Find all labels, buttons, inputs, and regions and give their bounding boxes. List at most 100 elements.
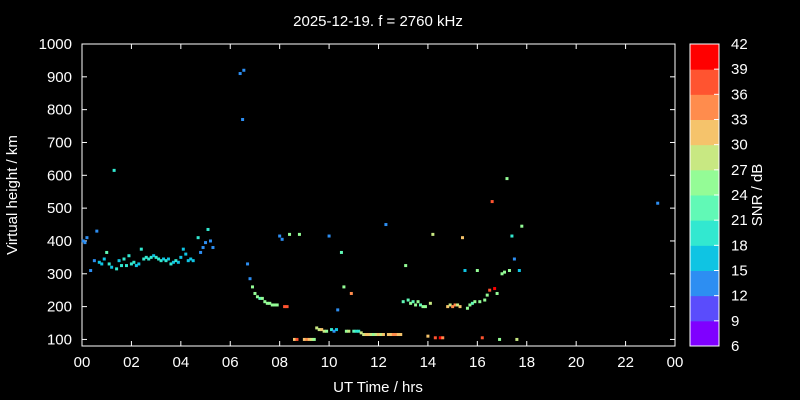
colorbar-tick-label: 30 xyxy=(731,137,748,154)
data-point xyxy=(253,291,257,295)
data-point xyxy=(372,333,376,337)
data-point xyxy=(157,257,161,261)
x-axis-label: UT Time / hrs xyxy=(333,379,423,396)
data-point xyxy=(166,257,170,261)
data-point xyxy=(512,257,516,261)
data-point xyxy=(149,255,153,259)
data-point xyxy=(268,301,272,305)
data-point xyxy=(144,255,148,259)
data-point xyxy=(278,234,282,238)
data-point xyxy=(310,337,314,341)
data-point xyxy=(431,232,435,236)
data-point xyxy=(265,301,269,305)
data-point xyxy=(152,254,156,258)
data-point xyxy=(357,329,361,333)
data-point xyxy=(500,272,504,276)
data-point xyxy=(241,118,245,121)
data-point xyxy=(520,224,524,228)
data-point xyxy=(107,262,111,266)
data-point xyxy=(115,267,119,271)
data-point xyxy=(461,236,465,240)
y-tick-label: 100 xyxy=(47,331,72,348)
data-point xyxy=(242,68,246,72)
x-tick-label: 02 xyxy=(123,354,140,371)
data-point xyxy=(124,264,128,268)
data-point xyxy=(302,337,306,341)
data-point xyxy=(85,236,89,240)
data-point xyxy=(322,329,326,333)
data-point xyxy=(381,333,385,337)
data-point xyxy=(510,234,514,238)
colorbar-tick-label: 9 xyxy=(731,313,739,330)
colorbar-tick-label: 6 xyxy=(731,338,739,355)
data-point xyxy=(352,329,356,333)
data-point xyxy=(122,257,126,261)
data-point xyxy=(315,326,319,330)
data-point xyxy=(362,333,366,337)
data-point xyxy=(330,328,334,332)
data-point xyxy=(391,333,395,337)
data-point xyxy=(369,333,373,337)
x-tick-label: 12 xyxy=(370,354,387,371)
data-point xyxy=(458,305,462,309)
chart-title: 2025-12-19. f = 2760 kHz xyxy=(293,13,463,30)
data-point xyxy=(100,262,104,266)
data-point xyxy=(142,257,146,261)
data-point xyxy=(258,296,262,300)
colorbar-tick-label: 27 xyxy=(731,162,748,179)
y-tick-label: 400 xyxy=(47,233,72,250)
data-point xyxy=(327,234,331,238)
data-point xyxy=(199,250,203,254)
data-point xyxy=(260,296,264,300)
colorbar-segment xyxy=(690,195,719,221)
data-point xyxy=(347,329,351,333)
colorbar-segment xyxy=(690,44,719,70)
data-point xyxy=(263,300,267,304)
colorbar-tick-label: 24 xyxy=(731,187,748,204)
data-point xyxy=(81,239,85,243)
colorbar-segment xyxy=(690,295,719,322)
data-point xyxy=(426,334,430,338)
y-tick-label: 800 xyxy=(47,102,72,119)
data-point xyxy=(364,333,368,337)
x-tick-label: 08 xyxy=(271,354,288,371)
data-point xyxy=(399,333,403,337)
data-point xyxy=(493,287,497,291)
data-point xyxy=(438,336,442,340)
x-tick-label: 14 xyxy=(420,354,437,371)
data-point xyxy=(147,257,151,261)
data-point xyxy=(238,72,242,76)
y-axis: 100 200 300 400 500 600 700 800 900 1000 xyxy=(39,36,675,348)
data-point xyxy=(490,200,494,204)
data-point xyxy=(317,328,321,332)
data-point xyxy=(517,269,521,272)
data-point xyxy=(83,241,87,245)
colorbar-segment xyxy=(690,144,719,171)
x-tick-label: 20 xyxy=(568,354,585,371)
y-tick-label: 1000 xyxy=(39,36,72,53)
data-point xyxy=(374,333,378,337)
data-point xyxy=(250,285,254,289)
colorbar-segment xyxy=(690,320,719,347)
data-point xyxy=(359,331,363,335)
data-point xyxy=(342,285,346,289)
colorbar-tick-label: 21 xyxy=(731,212,748,229)
data-point xyxy=(288,232,292,236)
data-point xyxy=(189,257,193,261)
data-point xyxy=(295,337,299,341)
data-point xyxy=(129,262,133,266)
data-point xyxy=(495,291,499,295)
data-point xyxy=(428,301,432,305)
data-point xyxy=(349,291,353,295)
data-point xyxy=(332,329,336,333)
data-point xyxy=(416,300,420,304)
data-point xyxy=(280,237,284,241)
data-point xyxy=(515,337,519,341)
data-point xyxy=(137,262,141,266)
y-tick-label: 700 xyxy=(47,134,72,151)
data-point xyxy=(433,336,437,340)
data-point xyxy=(273,303,277,307)
data-point xyxy=(419,303,423,307)
data-point xyxy=(211,246,215,250)
